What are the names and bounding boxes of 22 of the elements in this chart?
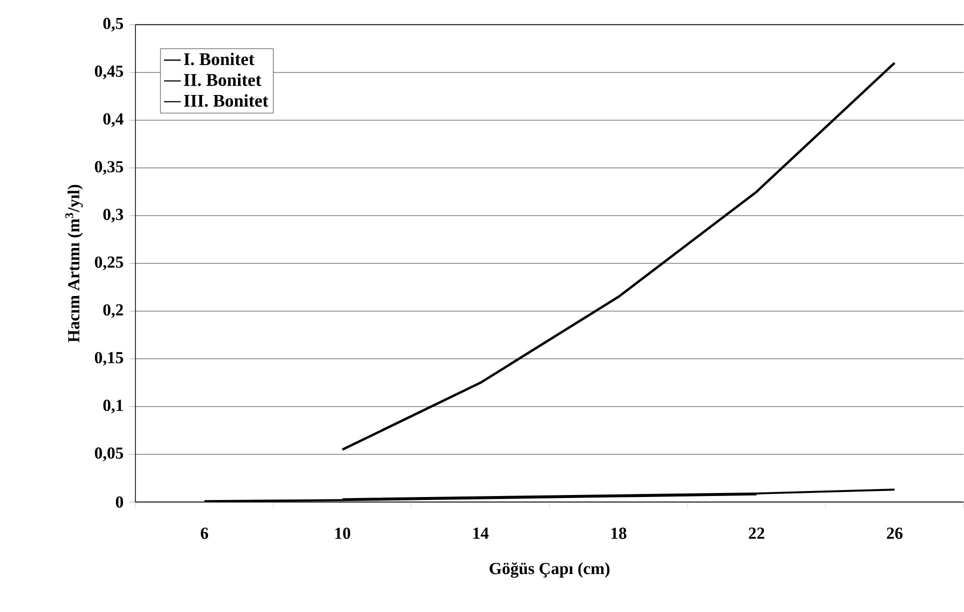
y-tick-label: 0,15: [94, 352, 124, 366]
legend-label: I. Bonitet: [184, 52, 254, 66]
y-tick-label: 0,5: [103, 18, 124, 32]
y-axis-title: Hacım Artımı (m$^{3}$/yıl): [65, 184, 83, 342]
x-tick-label: 18: [611, 528, 626, 540]
y-tick-label: 0,45: [94, 66, 124, 80]
x-tick-label: 26: [886, 528, 902, 540]
x-tick-label: 6: [200, 528, 208, 540]
y-tick-label: 0,25: [94, 256, 124, 270]
y-tick-label: 0,05: [94, 448, 124, 462]
x-axis-title: Göğüs Çapı (cm): [490, 562, 610, 578]
y-tick-label: 0,2: [103, 304, 123, 318]
x-tick-label: 14: [473, 528, 489, 539]
legend-label: III. Bonitet: [184, 94, 268, 107]
x-tick-label: 10: [335, 528, 350, 540]
y-tick-label: 0,1: [103, 400, 123, 414]
y-tick-label: 0,3: [103, 208, 124, 223]
y-tick-label: 0: [116, 496, 124, 508]
y-tick-label: 0,35: [94, 161, 124, 175]
x-tick-label: 22: [748, 528, 764, 539]
y-tick-label: 0,4: [103, 113, 124, 128]
legend-label: II. Bonitet: [184, 74, 262, 86]
